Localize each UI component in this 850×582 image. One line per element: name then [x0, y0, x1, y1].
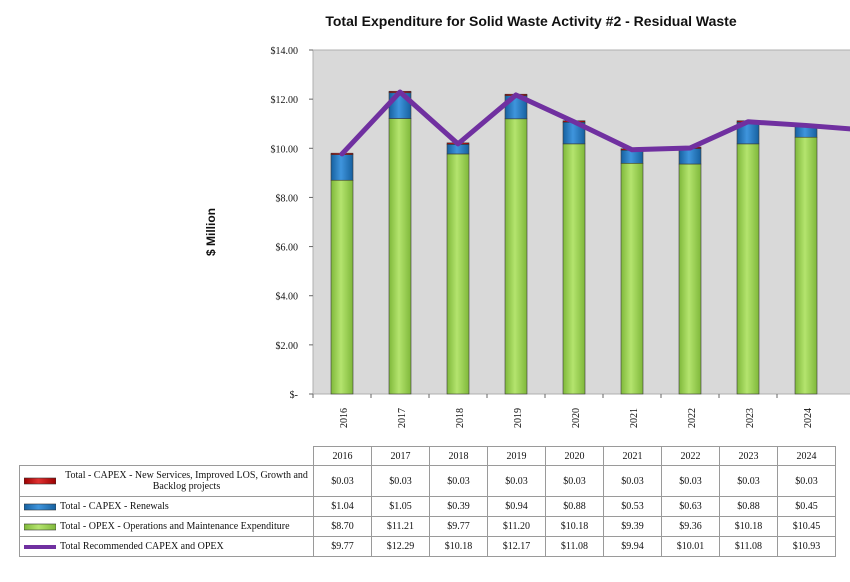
table-value-cell: $0.03 [661, 465, 720, 497]
table-value-cell: $1.05 [371, 496, 430, 517]
y-tick-label: $8.00 [276, 193, 299, 204]
bar [678, 163, 702, 395]
table-value-cell: $10.18 [719, 516, 778, 537]
table-value-cell: $10.18 [545, 516, 604, 537]
table-corner [20, 447, 314, 466]
table-value-cell: $8.70 [313, 516, 372, 537]
table-header-cell: 2017 [371, 446, 430, 466]
y-tick-label: $4.00 [276, 292, 299, 303]
table-value-cell: $11.08 [545, 536, 604, 557]
table-value-cell: $11.08 [719, 536, 778, 557]
series-name: Total - OPEX - Operations and Maintenanc… [60, 521, 290, 532]
table-value-cell: $11.20 [487, 516, 546, 537]
legend-key-icon [24, 544, 56, 549]
table-value-cell: $9.39 [603, 516, 662, 537]
legend-key-icon [24, 477, 56, 485]
x-tick-label: 2021 [629, 408, 640, 428]
table-row: Total - CAPEX - New Services, Improved L… [19, 465, 836, 497]
bar [388, 118, 412, 395]
table-value-cell: $11.21 [371, 516, 430, 537]
table-value-cell: $12.17 [487, 536, 546, 557]
table-value-cell: $0.03 [429, 465, 488, 497]
series-name: Total - CAPEX - New Services, Improved L… [65, 470, 308, 492]
series-name: Total Recommended CAPEX and OPEX [60, 541, 224, 552]
table-value-cell: $1.04 [313, 496, 372, 517]
table-value-cell: $0.03 [545, 465, 604, 497]
table-value-cell: $12.29 [371, 536, 430, 557]
table-header-cell: 2023 [719, 446, 778, 466]
table-value-cell: $0.88 [719, 496, 778, 517]
bar [562, 143, 586, 395]
bar [678, 148, 702, 165]
y-tick-label: $10.00 [271, 144, 299, 155]
table-value-cell: $0.03 [719, 465, 778, 497]
table-header-cell: 2024 [777, 446, 836, 466]
chart-svg: $14.00 $12.00 $10.00 $8.00 $6.00 $4.00 $2.00 $-… [271, 46, 850, 428]
table-value-cell: $9.36 [661, 516, 720, 537]
table-value-cell: $0.03 [313, 465, 372, 497]
y-axis: $14.00 $12.00 $10.00 $8.00 $6.00 $4.00 $2.00 $- [271, 46, 313, 401]
table-row: Total - OPEX - Operations and Maintenanc… [19, 516, 836, 537]
table-header-cell: 2016 [313, 446, 372, 466]
table-header-cell: 2022 [661, 446, 720, 466]
table-value-cell: $10.93 [777, 536, 836, 557]
table-value-cell: $0.03 [487, 465, 546, 497]
x-tick-label: 2023 [745, 408, 756, 428]
table-row: Total Recommended CAPEX and OPEX $9.77 $12… [19, 536, 836, 557]
table-value-cell: $0.03 [603, 465, 662, 497]
x-tick-label: 2017 [397, 408, 408, 428]
table-value-cell: $0.39 [429, 496, 488, 517]
x-tick-label: 2022 [687, 408, 698, 428]
x-tick-label: 2024 [803, 408, 814, 428]
table-row: Total - CAPEX - Renewals $1.04 $1.05 $0.39 $… [19, 496, 836, 517]
y-tick-label: $14.00 [271, 46, 299, 57]
table-header-cell: 2021 [603, 446, 662, 466]
bar [736, 143, 760, 395]
table-value-cell: $0.94 [487, 496, 546, 517]
data-table: 2016 2017 2018 2019 2020 2021 2022 2023 2024 Tota… [19, 446, 836, 557]
x-tick-label: 2020 [571, 408, 582, 428]
x-tick-label: 2019 [513, 408, 524, 428]
table-value-cell: $0.03 [777, 465, 836, 497]
table-value-cell: $9.77 [313, 536, 372, 557]
table-row-label: Total Recommended CAPEX and OPEX [19, 536, 314, 557]
table-header-cell: 2020 [545, 446, 604, 466]
table-value-cell: $10.18 [429, 536, 488, 557]
table-row-label: Total - OPEX - Operations and Maintenanc… [19, 516, 314, 537]
bar [330, 154, 354, 181]
y-tick-label: $12.00 [271, 95, 299, 106]
table-value-cell: $0.63 [661, 496, 720, 517]
bar [330, 179, 354, 395]
table-value-cell: $0.53 [603, 496, 662, 517]
y-tick-label: $2.00 [276, 341, 299, 352]
table-value-cell: $10.45 [777, 516, 836, 537]
table-header-cell: 2019 [487, 446, 546, 466]
series-name: Total - CAPEX - Renewals [60, 501, 169, 512]
table-value-cell: $0.45 [777, 496, 836, 517]
chart-title: Total Expenditure for Solid Waste Activi… [325, 13, 737, 29]
x-tick-label: 2016 [339, 408, 350, 428]
bar [446, 153, 470, 395]
table-header-cell: 2018 [429, 446, 488, 466]
table-header-row: 2016 2017 2018 2019 2020 2021 2022 2023 2024 [20, 446, 836, 466]
line-series [339, 89, 850, 157]
bar [504, 118, 528, 395]
table-row-label: Total - CAPEX - Renewals [19, 496, 314, 517]
x-axis: 2016 2017 2018 2019 2020 2021 2022 2023 2024 [312, 394, 814, 428]
y-tick-label: $- [290, 390, 298, 401]
bar [620, 162, 644, 395]
y-tick-label: $6.00 [276, 243, 299, 254]
series-line [339, 89, 850, 157]
table-value-cell: $0.88 [545, 496, 604, 517]
table-value-cell: $10.01 [661, 536, 720, 557]
table-row-label: Total - CAPEX - New Services, Improved L… [19, 465, 314, 497]
legend-key-icon [24, 523, 56, 530]
table-value-cell: $9.77 [429, 516, 488, 537]
bar-series [330, 90, 818, 395]
bar [794, 136, 818, 395]
legend-key-icon [24, 503, 56, 510]
table-value-cell: $0.03 [371, 465, 430, 497]
x-tick-label: 2018 [455, 408, 466, 428]
table-value-cell: $9.94 [603, 536, 662, 557]
